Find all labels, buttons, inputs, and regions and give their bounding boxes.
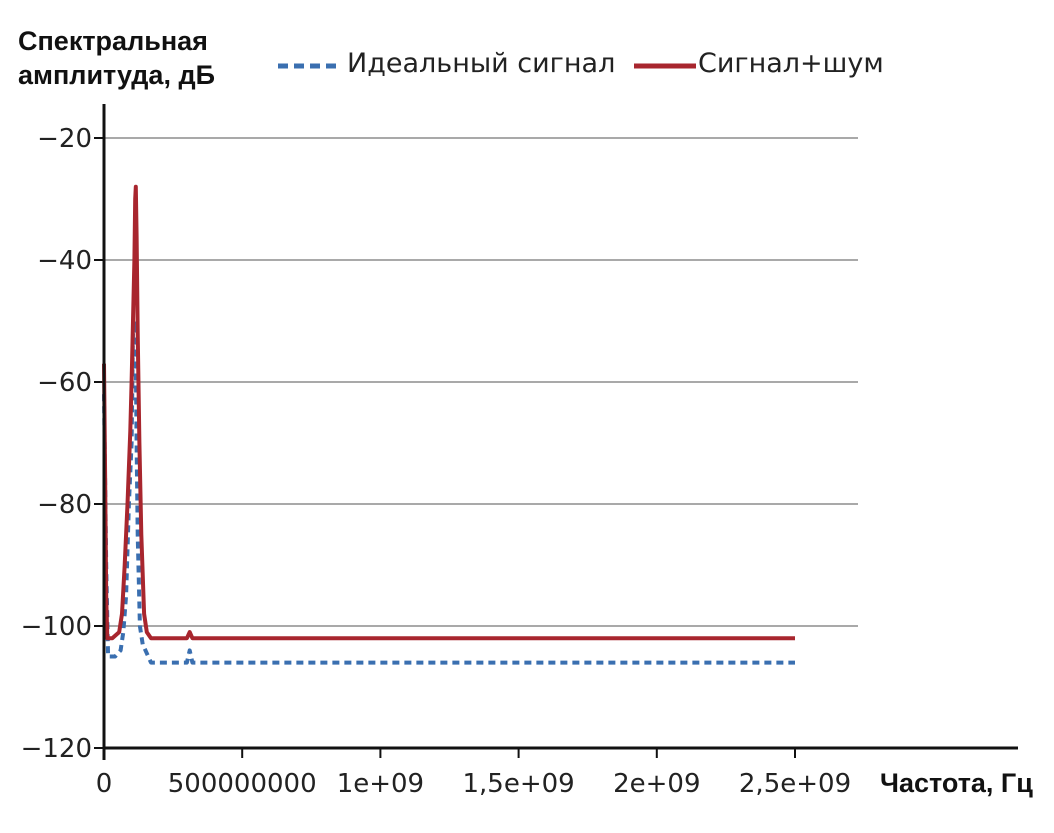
legend-label-ideal: Идеальный сигнал [347,48,615,79]
x-tick-label: 500000000 [168,769,317,799]
x-tick-label: 1e+09 [337,769,424,799]
y-tick-label: −100 [21,612,92,642]
y-tick-label: −40 [37,246,92,276]
legend: Идеальный сигнал Сигнал+шум [278,48,884,79]
y-tick-label: −20 [37,124,92,154]
grid-lines [104,137,858,627]
series-lines [102,184,795,665]
x-tick-label: 2e+09 [613,769,700,799]
x-axis-title: Частота, Гц [880,768,1033,798]
legend-label-noise: Сигнал+шум [698,48,884,79]
y-tick-label: −120 [21,734,92,764]
x-axis-ticks: 0 500000000 1e+09 1,5e+09 2e+09 2,5e+09 [96,748,851,799]
y-tick-label: −80 [37,490,92,520]
y-tick-label: −60 [37,368,92,398]
y-axis-ticks: −20 −40 −60 −80 −100 −120 [21,124,104,764]
x-tick-label: 0 [96,769,113,799]
x-tick-label: 2,5e+09 [739,769,851,799]
x-tick-label: 1,5e+09 [462,769,574,799]
y-axis-title-line2: амплитуда, дБ [18,60,215,90]
series-line-ideal [102,319,795,665]
series-line-signal-noise [102,184,795,641]
y-axis-title-line1: Спектральная [18,26,208,56]
